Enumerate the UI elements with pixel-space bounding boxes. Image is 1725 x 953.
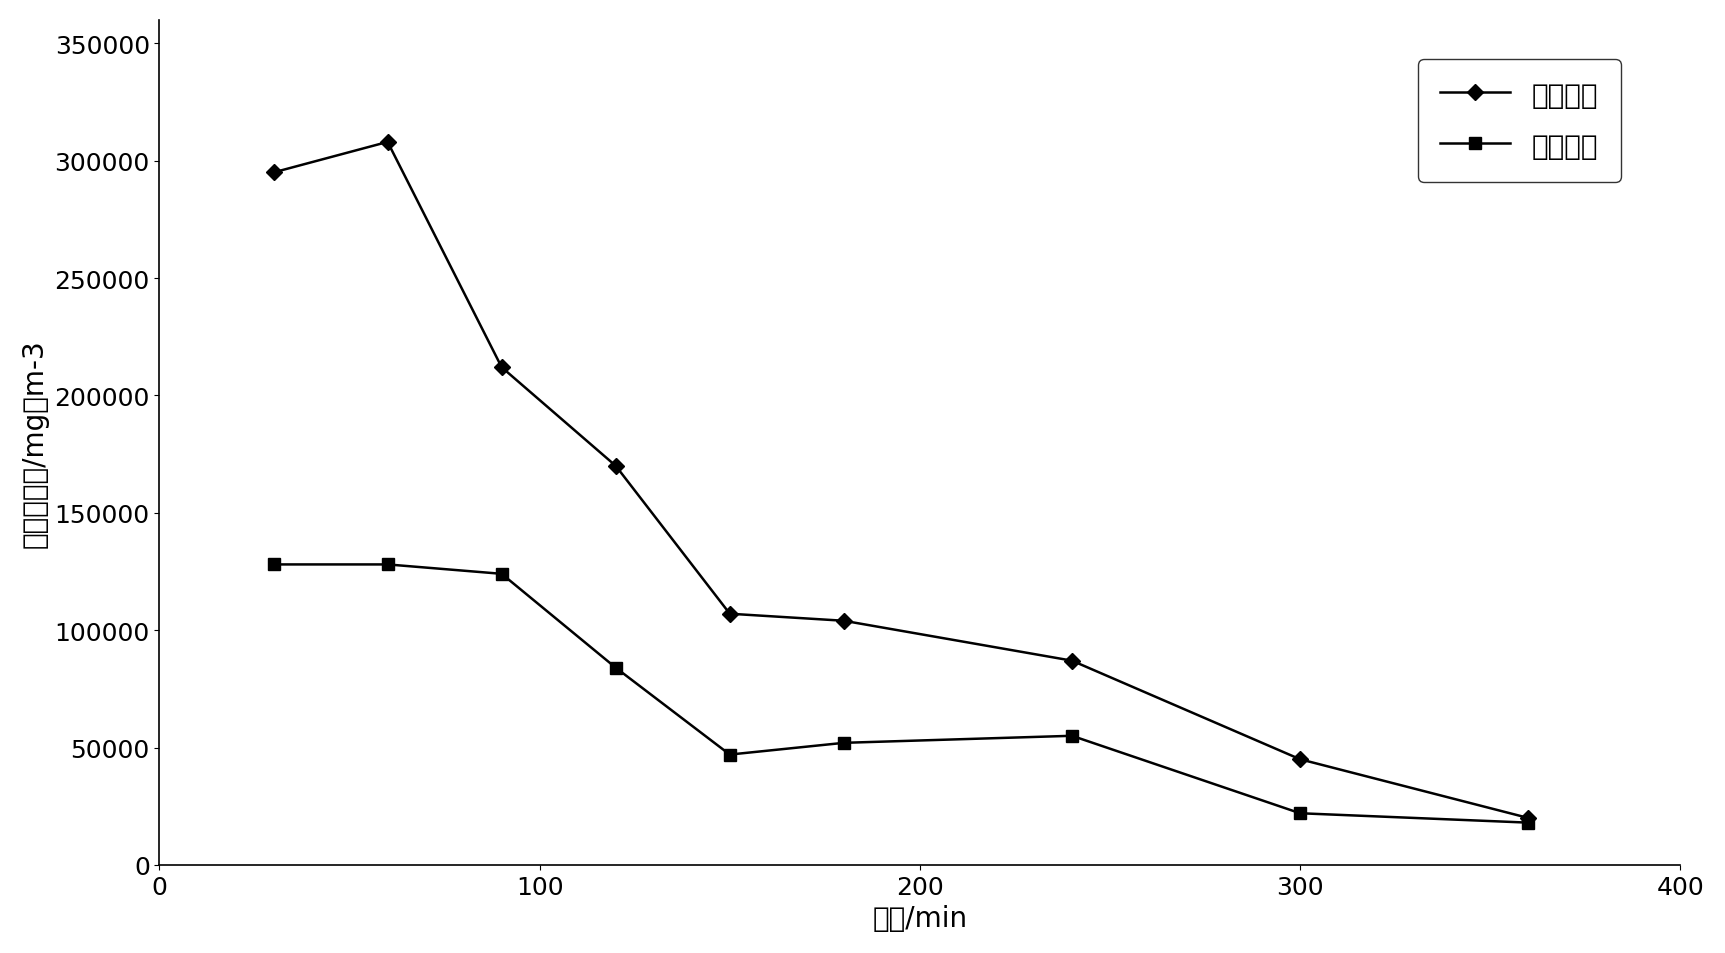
进口浓度 (378, 137, 398, 149)
出口浓度 (1061, 730, 1082, 741)
出口浓度 (719, 749, 740, 760)
进口浓度 (1061, 656, 1082, 667)
出口浓度 (492, 569, 512, 580)
进口浓度 (719, 608, 740, 619)
出口浓度 (378, 559, 398, 571)
X-axis label: 时间/min: 时间/min (873, 904, 968, 932)
Line: 出口浓度: 出口浓度 (267, 559, 1534, 828)
进口浓度 (1518, 812, 1539, 823)
进口浓度 (605, 460, 626, 472)
进口浓度 (1290, 754, 1311, 765)
Legend: 进口浓度, 出口浓度: 进口浓度, 出口浓度 (1418, 60, 1621, 183)
出口浓度 (833, 738, 854, 749)
进口浓度 (264, 168, 285, 179)
出口浓度 (264, 559, 285, 571)
Line: 进口浓度: 进口浓度 (267, 137, 1534, 823)
进口浓度 (492, 362, 512, 374)
Y-axis label: 磷化氢浓度/mg．m-3: 磷化氢浓度/mg．m-3 (21, 338, 48, 547)
出口浓度 (1290, 808, 1311, 820)
出口浓度 (605, 662, 626, 674)
出口浓度 (1518, 817, 1539, 828)
进口浓度 (833, 616, 854, 627)
